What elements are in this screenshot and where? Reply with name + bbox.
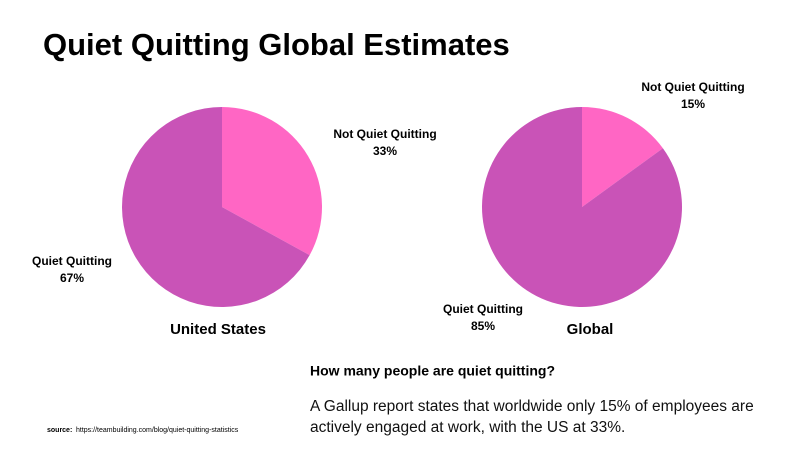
slice-value-label: 85% [471, 319, 495, 333]
pie-slice [582, 107, 663, 207]
source-url: https://teambuilding.com/blog/quiet-quit… [76, 427, 239, 434]
slice-value-label: 67% [60, 271, 84, 285]
chart-title: United States [170, 321, 266, 338]
source-label: source: [47, 427, 72, 434]
pie-slice [122, 107, 310, 308]
description: A Gallup report states that worldwide on… [310, 398, 754, 436]
slice-label: Quiet Quitting [32, 254, 112, 268]
pie-slice [222, 107, 323, 256]
question: How many people are quiet quitting? [310, 363, 555, 379]
page-title: Quiet Quitting Global Estimates [43, 27, 510, 62]
slice-label: Not Quiet Quitting [641, 80, 744, 94]
slice-label: Quiet Quitting [443, 302, 523, 316]
pie-slice [481, 107, 682, 307]
slice-label: Not Quiet Quitting [333, 127, 436, 141]
slice-value-label: 33% [373, 144, 397, 158]
slice-value-label: 15% [681, 97, 705, 111]
chart-title: Global [567, 321, 614, 338]
